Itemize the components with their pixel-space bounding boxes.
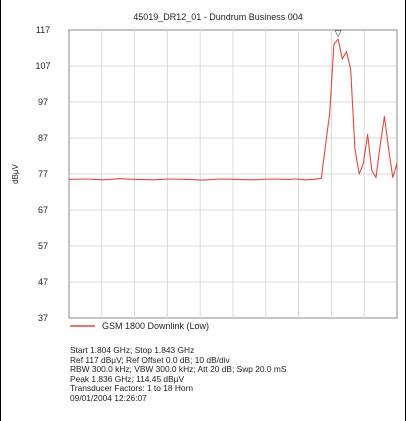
info-line-bandwidth: RBW 300.0 kHz; VBW 300.0 kHz; Att 20 dB;… bbox=[70, 364, 287, 375]
y-tick-label: 97 bbox=[38, 97, 48, 107]
y-axis-label: dBµV bbox=[11, 163, 20, 183]
y-tick-label: 77 bbox=[38, 169, 48, 179]
chart: 45019_DR12_01 - Dundrum Business 004 117… bbox=[11, 12, 398, 331]
legend-label: GSM 1800 Downlink (Low) bbox=[102, 321, 209, 331]
info-line-timestamp: 09/01/2004 12:26:07 bbox=[70, 392, 147, 403]
measurement-info: Start 1.804 GHz; Stop 1.843 GHz Ref 117 … bbox=[70, 345, 287, 404]
y-tick-labels: 117 107 97 87 77 67 57 47 37 bbox=[35, 25, 50, 323]
y-tick-label: 57 bbox=[38, 241, 48, 251]
info-line-range: Start 1.804 GHz; Stop 1.843 GHz bbox=[70, 345, 195, 355]
chart-title: 45019_DR12_01 - Dundrum Business 004 bbox=[133, 12, 303, 22]
y-tick-label: 37 bbox=[38, 313, 48, 323]
peak-marker-group: ▽ bbox=[335, 28, 342, 38]
y-tick-label: 67 bbox=[38, 205, 48, 215]
y-tick-label: 47 bbox=[38, 277, 48, 287]
vertical-gridlines bbox=[101, 30, 365, 318]
info-line-ref: Ref 117 dBµV; Ref Offset 0.0 dB; 10 dB/d… bbox=[70, 354, 230, 365]
series-line-0 bbox=[68, 38, 398, 181]
y-tick-label: 107 bbox=[35, 61, 50, 71]
y-tick-label: 117 bbox=[36, 25, 50, 35]
y-tick-label: 87 bbox=[38, 133, 48, 143]
info-line-transducer: Transducer Factors: 1 to 18 Horn bbox=[70, 383, 194, 394]
info-line-peak: Peak 1.836 GHz; 114.45 dBµV bbox=[70, 373, 185, 384]
chart-frame: 45019_DR12_01 - Dundrum Business 004 117… bbox=[0, 0, 406, 421]
peak-marker: ▽ bbox=[335, 28, 342, 38]
series-group bbox=[68, 38, 398, 181]
